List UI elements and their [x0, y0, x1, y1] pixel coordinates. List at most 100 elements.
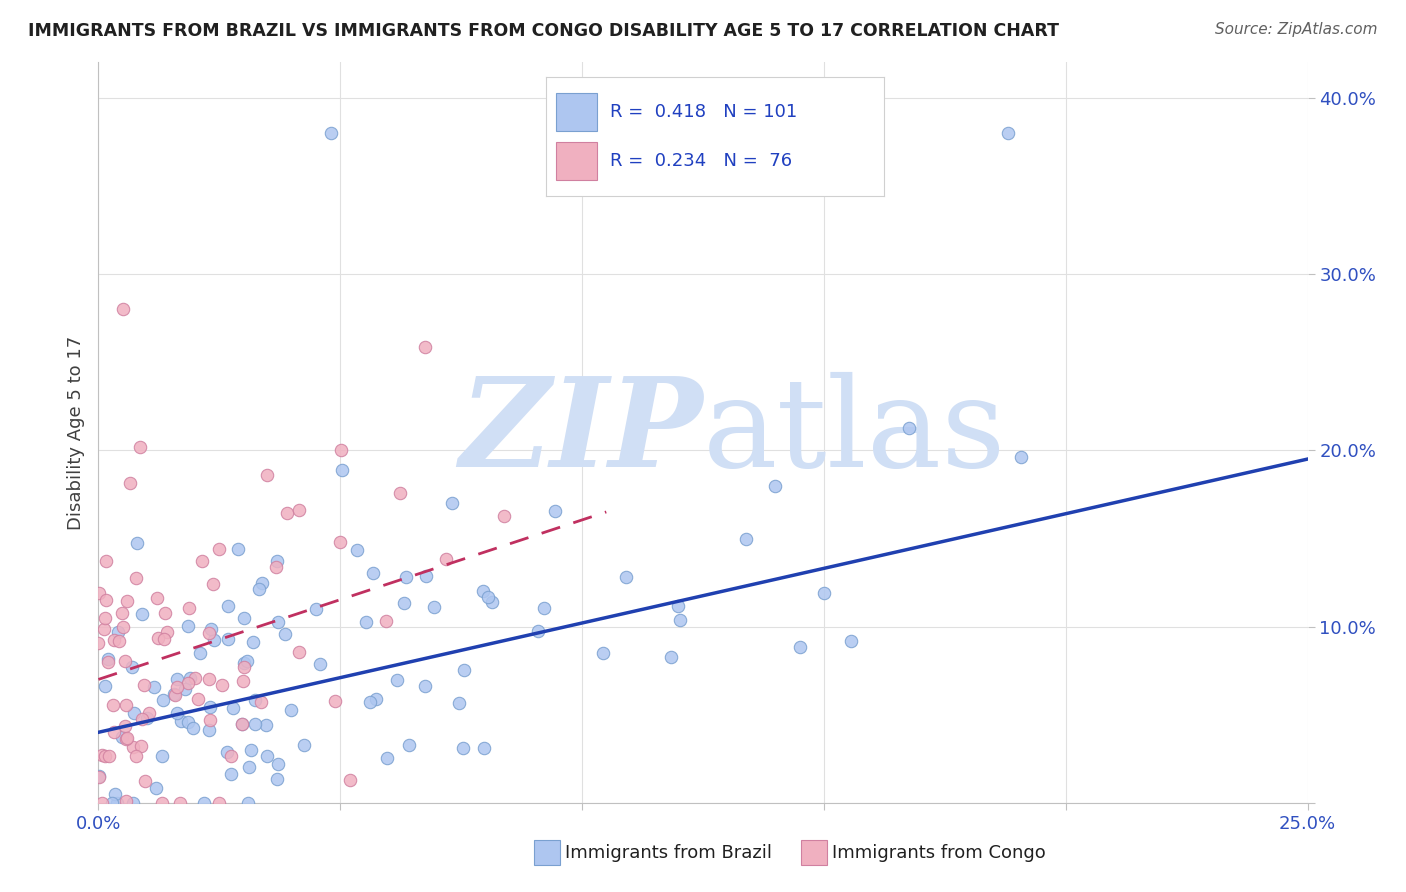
Point — [191, 554, 214, 568]
Point — [1010, 450, 1032, 464]
Point — [897, 421, 920, 435]
Point — [398, 738, 420, 752]
Point — [304, 602, 326, 616]
Point — [114, 794, 136, 808]
Point — [114, 732, 136, 747]
Point — [122, 706, 145, 721]
Point — [592, 646, 614, 660]
Point — [217, 746, 239, 760]
Point — [202, 577, 225, 591]
Point — [94, 592, 117, 607]
Point — [236, 654, 259, 668]
Point — [103, 633, 125, 648]
Point — [105, 796, 128, 810]
Point — [169, 796, 191, 810]
Point — [238, 760, 260, 774]
Point — [132, 678, 155, 692]
Point — [122, 796, 145, 810]
Point — [839, 634, 862, 648]
Point — [232, 660, 254, 674]
Point — [415, 569, 437, 583]
Point — [142, 680, 165, 694]
Text: ZIP: ZIP — [460, 372, 703, 493]
Point — [659, 650, 682, 665]
Point — [90, 796, 112, 810]
Point — [104, 787, 127, 801]
Point — [494, 509, 516, 524]
Point — [256, 468, 278, 483]
Point — [323, 694, 346, 708]
Point — [155, 606, 177, 620]
Point — [177, 619, 200, 633]
Point — [254, 718, 277, 732]
Point — [197, 672, 219, 686]
Point — [114, 719, 136, 733]
Point — [152, 693, 174, 707]
Point — [193, 796, 215, 810]
Point — [169, 714, 191, 729]
Point — [366, 691, 388, 706]
Point — [200, 699, 222, 714]
Point — [111, 606, 134, 620]
Point — [472, 584, 495, 599]
Point — [375, 614, 398, 628]
Point — [330, 463, 353, 477]
Point — [94, 748, 117, 763]
Point — [266, 772, 288, 786]
Point — [208, 796, 231, 810]
Point — [131, 607, 153, 622]
Point — [188, 646, 211, 660]
Point — [231, 717, 253, 731]
Point — [177, 676, 200, 690]
Point — [543, 504, 565, 518]
Point — [125, 536, 148, 550]
Point — [441, 496, 464, 510]
Point — [146, 632, 169, 646]
Point — [763, 479, 786, 493]
Point — [329, 535, 352, 549]
Point — [93, 623, 115, 637]
Point — [226, 541, 249, 556]
Point — [363, 566, 385, 581]
Point — [219, 749, 242, 764]
Point — [217, 632, 239, 646]
Point — [813, 585, 835, 599]
Point — [93, 680, 115, 694]
Point — [239, 743, 262, 757]
Point — [217, 599, 239, 614]
Point — [124, 749, 146, 764]
Point — [997, 126, 1019, 140]
Point — [121, 659, 143, 673]
Point — [197, 723, 219, 738]
Point — [274, 627, 297, 641]
Point — [309, 657, 332, 671]
Point — [247, 582, 270, 596]
Point — [668, 613, 690, 627]
Point — [163, 687, 186, 701]
Point — [87, 769, 110, 783]
Point — [413, 680, 436, 694]
Point — [114, 654, 136, 668]
Point — [118, 475, 141, 490]
Point — [434, 551, 457, 566]
Point — [166, 706, 188, 720]
Point — [145, 780, 167, 795]
Point — [264, 560, 287, 574]
Text: Immigrants from Congo: Immigrants from Congo — [832, 844, 1046, 862]
Point — [173, 681, 195, 696]
Point — [100, 796, 122, 810]
Point — [94, 610, 117, 624]
Point — [276, 506, 298, 520]
Point — [115, 731, 138, 745]
Point — [97, 656, 120, 670]
Point — [472, 740, 495, 755]
Point — [152, 632, 174, 647]
Point — [346, 543, 368, 558]
Text: atlas: atlas — [703, 372, 1007, 493]
Point — [101, 698, 124, 712]
Point — [179, 601, 201, 615]
Point — [233, 610, 256, 624]
Point — [413, 340, 436, 354]
Point — [166, 673, 188, 687]
Point — [236, 796, 259, 810]
